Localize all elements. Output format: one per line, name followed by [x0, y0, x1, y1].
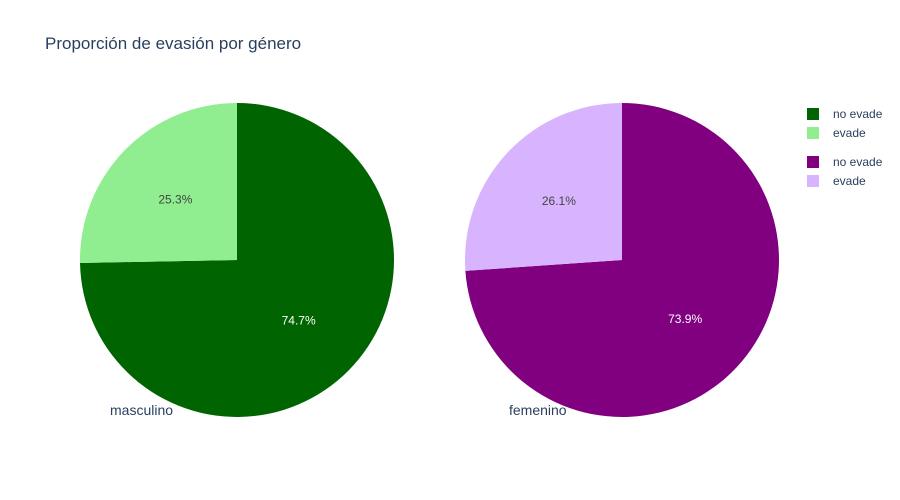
pie-value-label-masculino-evade: 25.3% — [158, 193, 192, 207]
pie-slice-femenino-no-evade[interactable] — [465, 103, 780, 418]
chart-title: Proporción de evasión por género — [45, 34, 302, 53]
pie-slice-masculino-no-evade[interactable] — [80, 103, 394, 417]
legend-label: evade — [833, 174, 866, 188]
legend-item-masculino-evade[interactable]: evade — [806, 125, 896, 144]
legend-swatch — [807, 175, 819, 187]
pie-value-label-femenino-evade: 26.1% — [542, 194, 576, 208]
pie-chart-masculino: 74.7% 25.3% masculino — [80, 103, 394, 418]
legend-item-masculino-no-evade[interactable]: no evade — [806, 106, 896, 125]
legend-item-femenino-evade[interactable]: evade — [806, 173, 896, 192]
legend-label: no evade — [833, 155, 883, 169]
legend-swatch — [807, 156, 819, 168]
legend-group-femenino: no evade evade — [806, 154, 896, 192]
legend-swatch — [807, 108, 819, 120]
pie-slice-masculino-evade[interactable] — [80, 103, 238, 263]
legend-swatch — [807, 127, 819, 139]
pie-name-label-masculino: masculino — [110, 402, 173, 418]
legend-label: no evade — [833, 107, 883, 121]
legend-group-masculino: no evade evade — [806, 106, 896, 144]
legend-label: evade — [833, 126, 866, 140]
pie-slice-femenino-evade[interactable] — [465, 103, 622, 271]
pie-name-label-femenino: femenino — [509, 402, 567, 418]
pie-value-label-femenino-no-evade: 73.9% — [668, 312, 702, 326]
pie-chart-femenino: 73.9% 26.1% femenino — [465, 103, 780, 418]
pie-value-label-masculino-no-evade: 74.7% — [282, 313, 316, 327]
legend-item-femenino-no-evade[interactable]: no evade — [806, 154, 896, 173]
